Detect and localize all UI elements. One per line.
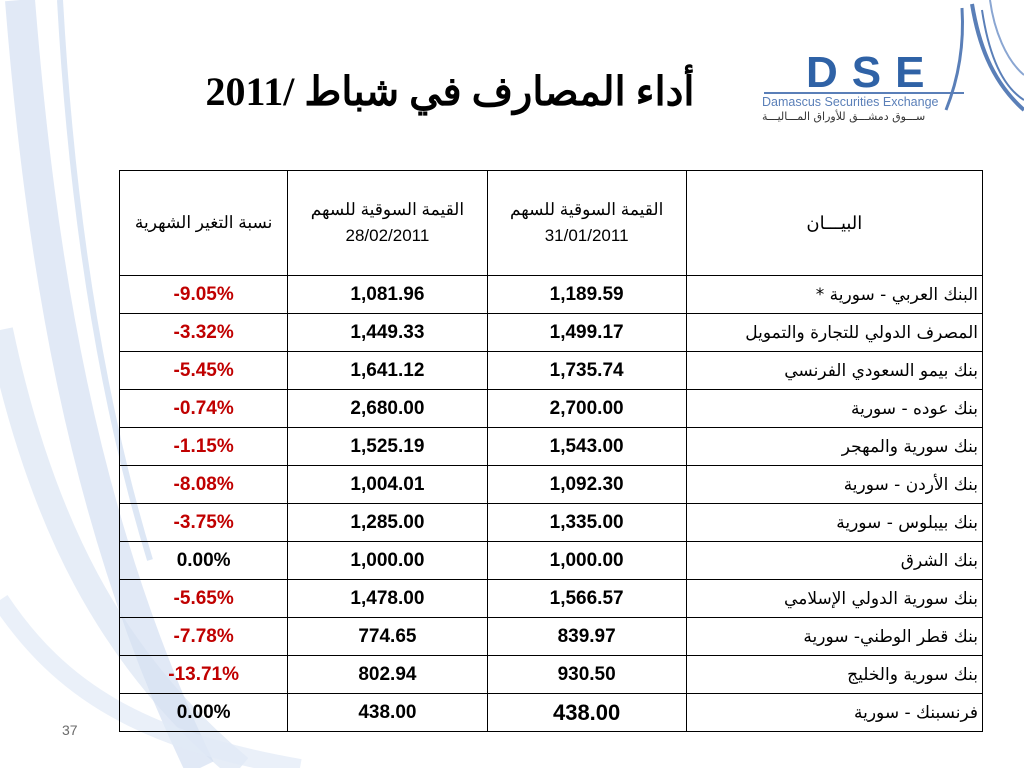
page-number: 37 bbox=[62, 722, 78, 738]
header-value-jan-line2: 31/01/2011 bbox=[544, 226, 629, 245]
table-row: بنك الأردن - سورية 1,092.30 1,004.01 -8.… bbox=[118, 465, 984, 504]
page-title: أداء المصارف في شباط /2011 bbox=[205, 69, 695, 114]
monthly-change: -3.32% bbox=[118, 313, 289, 352]
bank-name: البنك العربي - سورية * bbox=[685, 275, 984, 314]
bank-name: بنك بيمو السعودي الفرنسي bbox=[685, 351, 984, 390]
monthly-change: 0.00% bbox=[118, 693, 289, 732]
monthly-change: -5.45% bbox=[118, 351, 289, 390]
bank-name: بنك الأردن - سورية bbox=[685, 465, 984, 504]
value-feb: 1,000.00 bbox=[287, 541, 488, 580]
logo-abbr: DSE bbox=[806, 48, 939, 97]
table-row: المصرف الدولي للتجارة والتمويل 1,499.17 … bbox=[118, 313, 984, 352]
value-jan: 1,335.00 bbox=[486, 503, 687, 542]
value-feb: 438.00 bbox=[287, 693, 488, 732]
table-row: بنك عوده - سورية 2,700.00 2,680.00 -0.74… bbox=[118, 389, 984, 428]
header-change: نسبة التغير الشهرية bbox=[118, 170, 289, 276]
bank-name: بنك سورية والخليج bbox=[685, 655, 984, 694]
monthly-change: -13.71% bbox=[118, 655, 289, 694]
value-jan: 1,189.59 bbox=[486, 275, 687, 314]
value-feb: 1,478.00 bbox=[287, 579, 488, 618]
header-value-jan: القيمة السوقية للسهم 31/01/2011 bbox=[486, 170, 687, 276]
monthly-change: -9.05% bbox=[118, 275, 289, 314]
table-row: فرنسبنك - سورية 438.00 438.00 0.00% bbox=[118, 693, 984, 732]
bank-name: بنك سورية الدولي الإسلامي bbox=[685, 579, 984, 618]
value-jan: 1,735.74 bbox=[486, 351, 687, 390]
table-row: بنك سورية الدولي الإسلامي 1,566.57 1,478… bbox=[118, 579, 984, 618]
table-row: بنك الشرق 1,000.00 1,000.00 0.00% bbox=[118, 541, 984, 580]
table-row: بنك بيبلوس - سورية 1,335.00 1,285.00 -3.… bbox=[118, 503, 984, 542]
bank-name: بنك بيبلوس - سورية bbox=[685, 503, 984, 542]
bank-name: بنك عوده - سورية bbox=[685, 389, 984, 428]
value-jan: 1,000.00 bbox=[486, 541, 687, 580]
value-feb: 1,004.01 bbox=[287, 465, 488, 504]
value-jan: 2,700.00 bbox=[486, 389, 687, 428]
value-jan: 1,092.30 bbox=[486, 465, 687, 504]
value-feb: 774.65 bbox=[287, 617, 488, 656]
monthly-change: 0.00% bbox=[118, 541, 289, 580]
value-jan: 1,543.00 bbox=[486, 427, 687, 466]
dse-logo-graphic bbox=[764, 0, 1024, 112]
value-feb: 1,525.19 bbox=[287, 427, 488, 466]
bank-name: بنك سورية والمهجر bbox=[685, 427, 984, 466]
value-jan: 930.50 bbox=[486, 655, 687, 694]
monthly-change: -8.08% bbox=[118, 465, 289, 504]
header-value-jan-line1: القيمة السوقية للسهم bbox=[509, 200, 664, 219]
bank-performance-table: البيـــان القيمة السوقية للسهم 31/01/201… bbox=[118, 170, 984, 732]
bank-name: فرنسبنك - سورية bbox=[685, 693, 984, 732]
value-jan: 1,566.57 bbox=[486, 579, 687, 618]
value-feb: 1,449.33 bbox=[287, 313, 488, 352]
value-jan: 438.00 bbox=[486, 693, 687, 732]
header-value-feb: القيمة السوقية للسهم 28/02/2011 bbox=[287, 170, 488, 276]
value-feb: 1,641.12 bbox=[287, 351, 488, 390]
header-value-feb-line2: 28/02/2011 bbox=[345, 226, 430, 245]
bank-name: المصرف الدولي للتجارة والتمويل bbox=[685, 313, 984, 352]
value-jan: 839.97 bbox=[486, 617, 687, 656]
header-bank: البيـــان bbox=[685, 170, 984, 276]
monthly-change: -5.65% bbox=[118, 579, 289, 618]
table-row: بنك بيمو السعودي الفرنسي 1,735.74 1,641.… bbox=[118, 351, 984, 390]
table-row: بنك سورية والمهجر 1,543.00 1,525.19 -1.1… bbox=[118, 427, 984, 466]
logo-name-en: Damascus Securities Exchange bbox=[762, 95, 939, 109]
table-row: بنك قطر الوطني- سورية 839.97 774.65 -7.7… bbox=[118, 617, 984, 656]
monthly-change: -3.75% bbox=[118, 503, 289, 542]
header-change-label: نسبة التغير الشهرية bbox=[134, 213, 273, 232]
header-value-feb-line1: القيمة السوقية للسهم bbox=[310, 200, 465, 219]
monthly-change: -0.74% bbox=[118, 389, 289, 428]
table-row: بنك سورية والخليج 930.50 802.94 -13.71% bbox=[118, 655, 984, 694]
header-bank-label: البيـــان bbox=[806, 213, 863, 233]
monthly-change: -1.15% bbox=[118, 427, 289, 466]
bank-name: بنك الشرق bbox=[685, 541, 984, 580]
table-header-row: البيـــان القيمة السوقية للسهم 31/01/201… bbox=[118, 170, 984, 276]
value-jan: 1,499.17 bbox=[486, 313, 687, 352]
value-feb: 1,285.00 bbox=[287, 503, 488, 542]
table-row: البنك العربي - سورية * 1,189.59 1,081.96… bbox=[118, 275, 984, 314]
value-feb: 2,680.00 bbox=[287, 389, 488, 428]
value-feb: 802.94 bbox=[287, 655, 488, 694]
monthly-change: -7.78% bbox=[118, 617, 289, 656]
value-feb: 1,081.96 bbox=[287, 275, 488, 314]
bank-name: بنك قطر الوطني- سورية bbox=[685, 617, 984, 656]
logo-name-ar: ســـوق دمشـــق للأوراق المـــاليـــة bbox=[762, 110, 926, 123]
